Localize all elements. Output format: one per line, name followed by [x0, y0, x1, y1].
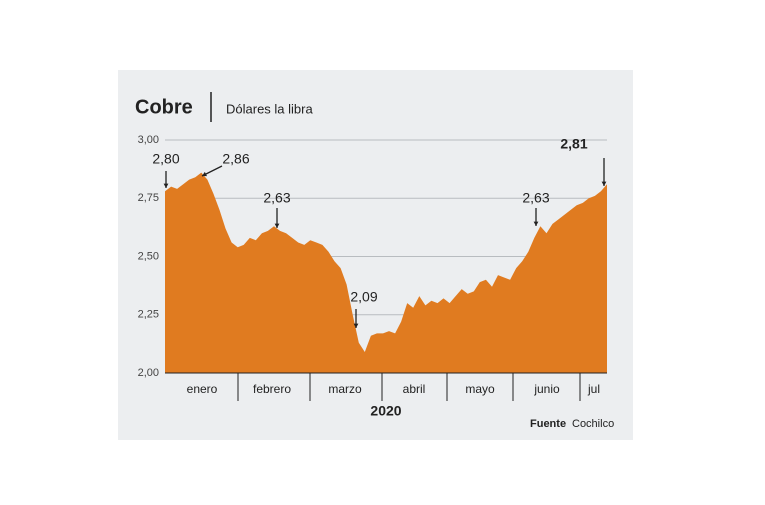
area: [165, 172, 607, 373]
annotation-label: 2,63: [263, 190, 290, 206]
arrow-head: [274, 223, 280, 228]
y-tick-label: 3,00: [138, 134, 159, 146]
annotation-label: 2,09: [350, 289, 377, 305]
x-tick-label: jul: [587, 382, 600, 396]
source-label: Fuente: [530, 418, 566, 430]
x-tick-label: febrero: [253, 382, 291, 396]
source: Cochilco: [572, 418, 614, 430]
annotation-label: 2,86: [222, 151, 249, 167]
annotation-label: 2,81: [560, 136, 587, 152]
y-tick-label: 2,75: [138, 192, 159, 204]
chart-subtitle: Dólares la libra: [226, 101, 313, 116]
arrow-head: [353, 323, 359, 328]
arrow-head: [533, 221, 539, 226]
x-axis-label: 2020: [370, 403, 401, 419]
arrow-head: [163, 183, 169, 188]
x-tick-label: mayo: [465, 382, 495, 396]
chart-title: Cobre: [135, 96, 193, 118]
x-tick-label: abril: [403, 382, 426, 396]
arrow-head: [601, 181, 607, 186]
x-tick-label: junio: [533, 382, 560, 396]
y-tick-label: 2,25: [138, 309, 159, 321]
y-tick-label: 2,00: [138, 367, 159, 379]
annotation-label: 2,80: [152, 151, 179, 167]
x-tick-label: enero: [187, 382, 218, 396]
x-tick-label: marzo: [328, 382, 362, 396]
arrow-head: [202, 171, 207, 177]
annotation-label: 2,63: [522, 190, 549, 206]
y-tick-label: 2,50: [138, 250, 159, 262]
